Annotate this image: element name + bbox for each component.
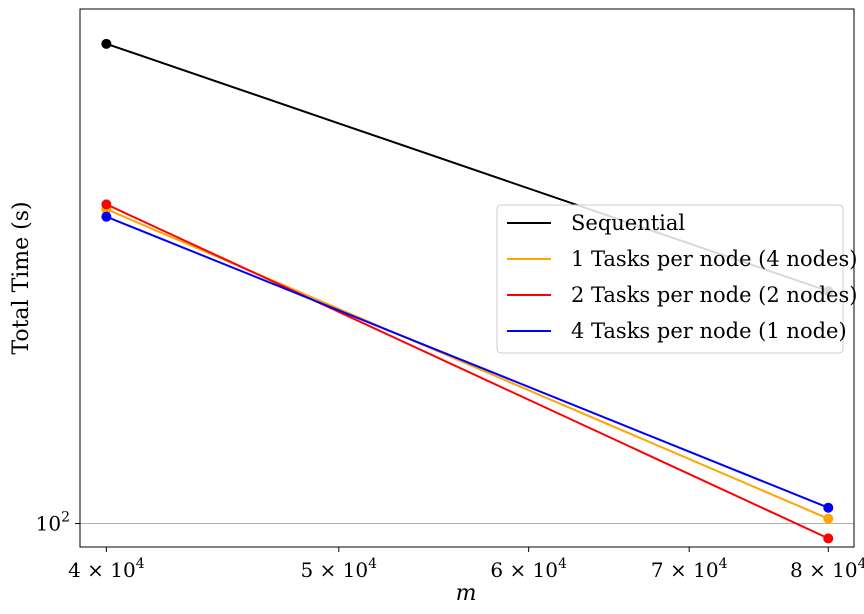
x-axis-ticks: 4 × 104 5 × 104 6 × 104 7 × 104 8 × 104 <box>68 547 864 582</box>
x-tick-label: 8 × 104 <box>790 556 864 582</box>
data-point <box>823 533 834 544</box>
data-point <box>823 513 834 524</box>
x-tick-label: 5 × 104 <box>300 556 377 582</box>
y-axis-label: Total Time (s) <box>9 201 34 354</box>
series-line <box>106 215 829 509</box>
x-axis-label: m <box>456 581 477 606</box>
plot-frame <box>79 8 855 548</box>
legend-label: Sequential <box>571 211 685 235</box>
y-tick-label: 102 <box>36 510 70 536</box>
data-point <box>101 199 112 210</box>
legend-label: 4 Tasks per node (1 node) <box>571 319 847 343</box>
data-point <box>101 211 112 222</box>
legend-box <box>496 204 844 354</box>
x-tick-label: 4 × 104 <box>68 556 145 582</box>
data-point <box>101 38 112 49</box>
data-point <box>823 502 834 513</box>
series-group <box>101 38 834 544</box>
y-axis-ticks: 102 <box>36 510 80 536</box>
x-tick-label: 6 × 104 <box>490 556 567 582</box>
x-tick-label: 7 × 104 <box>651 556 728 582</box>
legend-label: 1 Tasks per node (4 nodes) <box>571 247 857 271</box>
series-line <box>105 203 829 540</box>
legend-label: 2 Tasks per node (2 nodes) <box>571 283 857 307</box>
legend: Sequential 1 Tasks per node (4 nodes) 2 Ta… <box>496 204 857 354</box>
